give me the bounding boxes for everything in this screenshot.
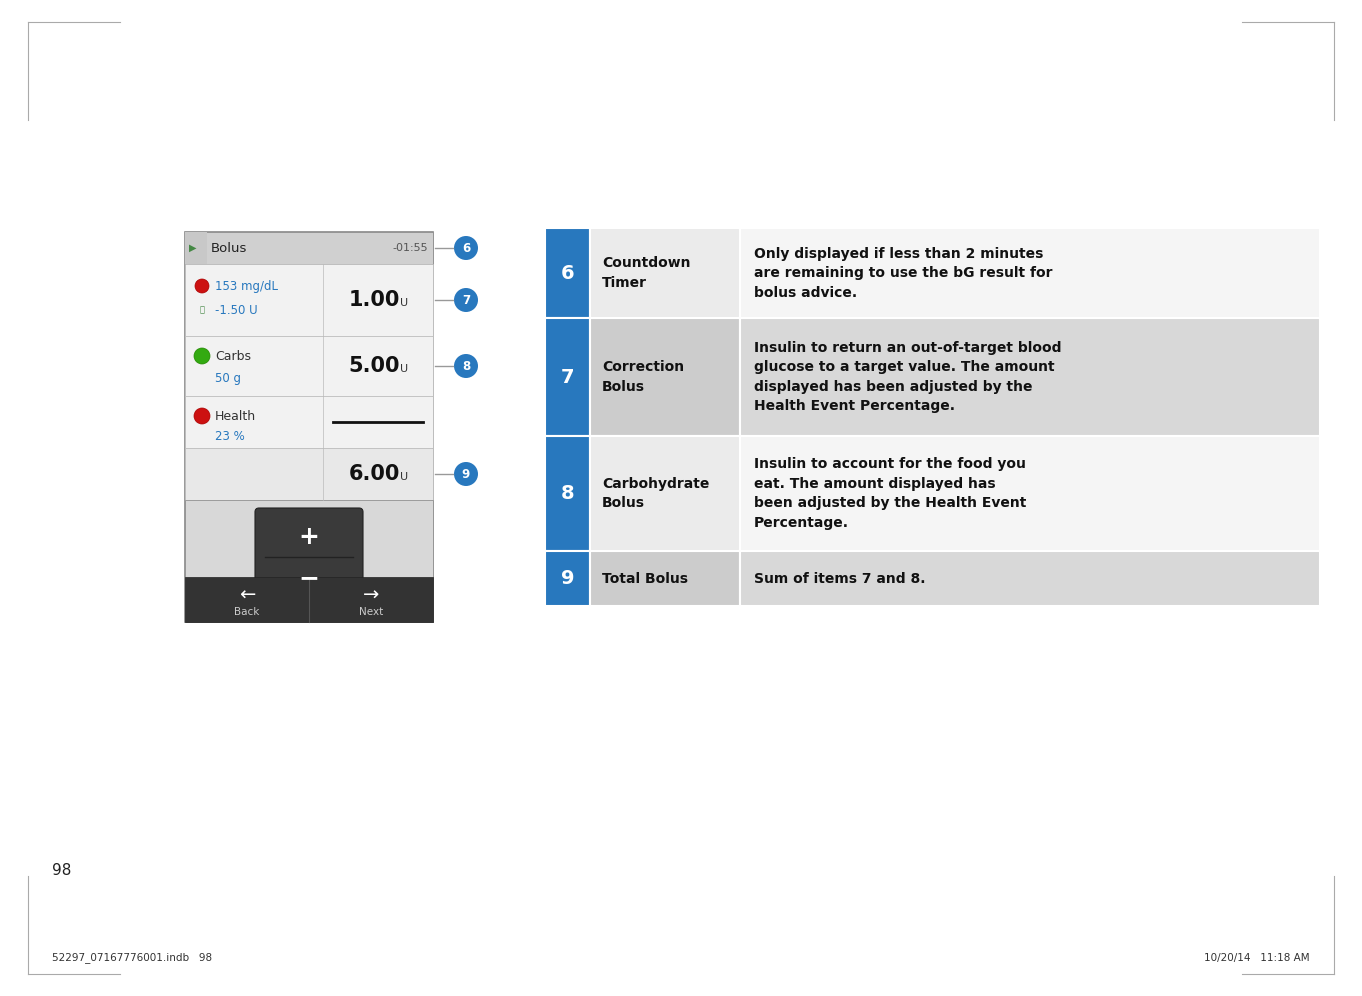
Text: 52297_07167776001.indb   98: 52297_07167776001.indb 98 xyxy=(52,952,212,963)
Bar xyxy=(590,551,740,606)
Bar xyxy=(185,232,433,622)
Bar xyxy=(590,436,740,551)
Bar xyxy=(185,577,433,622)
Bar xyxy=(740,436,1320,551)
Text: U: U xyxy=(400,472,409,482)
Bar xyxy=(590,228,740,318)
Bar xyxy=(740,228,1320,318)
Text: 6.00: 6.00 xyxy=(349,464,399,484)
Text: Only displayed if less than 2 minutes
are remaining to use the bG result for
bol: Only displayed if less than 2 minutes ar… xyxy=(755,246,1053,300)
Circle shape xyxy=(454,236,478,260)
Text: Total Bolus: Total Bolus xyxy=(602,572,688,586)
Text: 50 g: 50 g xyxy=(215,372,241,384)
Text: 📋: 📋 xyxy=(199,306,204,315)
Bar xyxy=(185,448,433,500)
Text: Insulin to return an out-of-target blood
glucose to a target value. The amount
d: Insulin to return an out-of-target blood… xyxy=(755,341,1061,413)
Bar xyxy=(185,336,433,396)
Text: 9: 9 xyxy=(462,467,470,480)
Circle shape xyxy=(193,348,210,364)
Bar xyxy=(740,551,1320,606)
Text: 153 mg/dL: 153 mg/dL xyxy=(215,280,278,293)
Text: 8: 8 xyxy=(561,484,575,503)
Text: Back: Back xyxy=(234,607,260,617)
Text: 6: 6 xyxy=(462,241,470,255)
Text: Health: Health xyxy=(215,409,256,422)
Text: →: → xyxy=(362,586,379,605)
Circle shape xyxy=(454,288,478,312)
Text: 8: 8 xyxy=(462,360,470,373)
Text: U: U xyxy=(400,364,409,374)
Text: 7: 7 xyxy=(561,368,575,386)
FancyBboxPatch shape xyxy=(255,508,364,606)
Text: Correction
Bolus: Correction Bolus xyxy=(602,361,684,393)
Text: 1.00: 1.00 xyxy=(349,290,399,310)
Text: 98: 98 xyxy=(52,863,71,877)
Bar xyxy=(740,318,1320,436)
Bar xyxy=(185,232,207,264)
Text: 23 %: 23 % xyxy=(215,429,245,442)
Text: 10/20/14   11:18 AM: 10/20/14 11:18 AM xyxy=(1204,953,1310,963)
Text: 6: 6 xyxy=(561,264,575,283)
Text: -01:55: -01:55 xyxy=(392,243,428,253)
Bar xyxy=(185,232,433,264)
Bar xyxy=(185,500,433,622)
Text: Countdown
Timer: Countdown Timer xyxy=(602,256,691,290)
Bar xyxy=(185,264,433,336)
Text: ▶: ▶ xyxy=(189,243,196,253)
Circle shape xyxy=(193,408,210,424)
Text: Carbohydrate
Bolus: Carbohydrate Bolus xyxy=(602,477,710,510)
Circle shape xyxy=(195,279,208,293)
Text: U: U xyxy=(400,298,409,308)
Bar xyxy=(545,228,590,318)
Bar xyxy=(185,396,433,448)
Bar xyxy=(545,318,590,436)
Text: Sum of items 7 and 8.: Sum of items 7 and 8. xyxy=(755,572,926,586)
Circle shape xyxy=(454,462,478,486)
Text: ←: ← xyxy=(238,586,255,605)
Text: Bolus: Bolus xyxy=(211,241,248,255)
Bar xyxy=(545,551,590,606)
Bar xyxy=(590,318,740,436)
Bar xyxy=(545,436,590,551)
Text: 5.00: 5.00 xyxy=(349,356,400,376)
Text: 9: 9 xyxy=(561,569,575,588)
Text: 7: 7 xyxy=(462,294,470,307)
Text: Carbs: Carbs xyxy=(215,350,251,363)
Text: −: − xyxy=(298,566,320,590)
Text: -1.50 U: -1.50 U xyxy=(215,304,257,317)
Text: +: + xyxy=(298,525,320,549)
Text: Insulin to account for the food you
eat. The amount displayed has
been adjusted : Insulin to account for the food you eat.… xyxy=(755,457,1027,530)
Text: Next: Next xyxy=(358,607,383,617)
Circle shape xyxy=(454,354,478,378)
